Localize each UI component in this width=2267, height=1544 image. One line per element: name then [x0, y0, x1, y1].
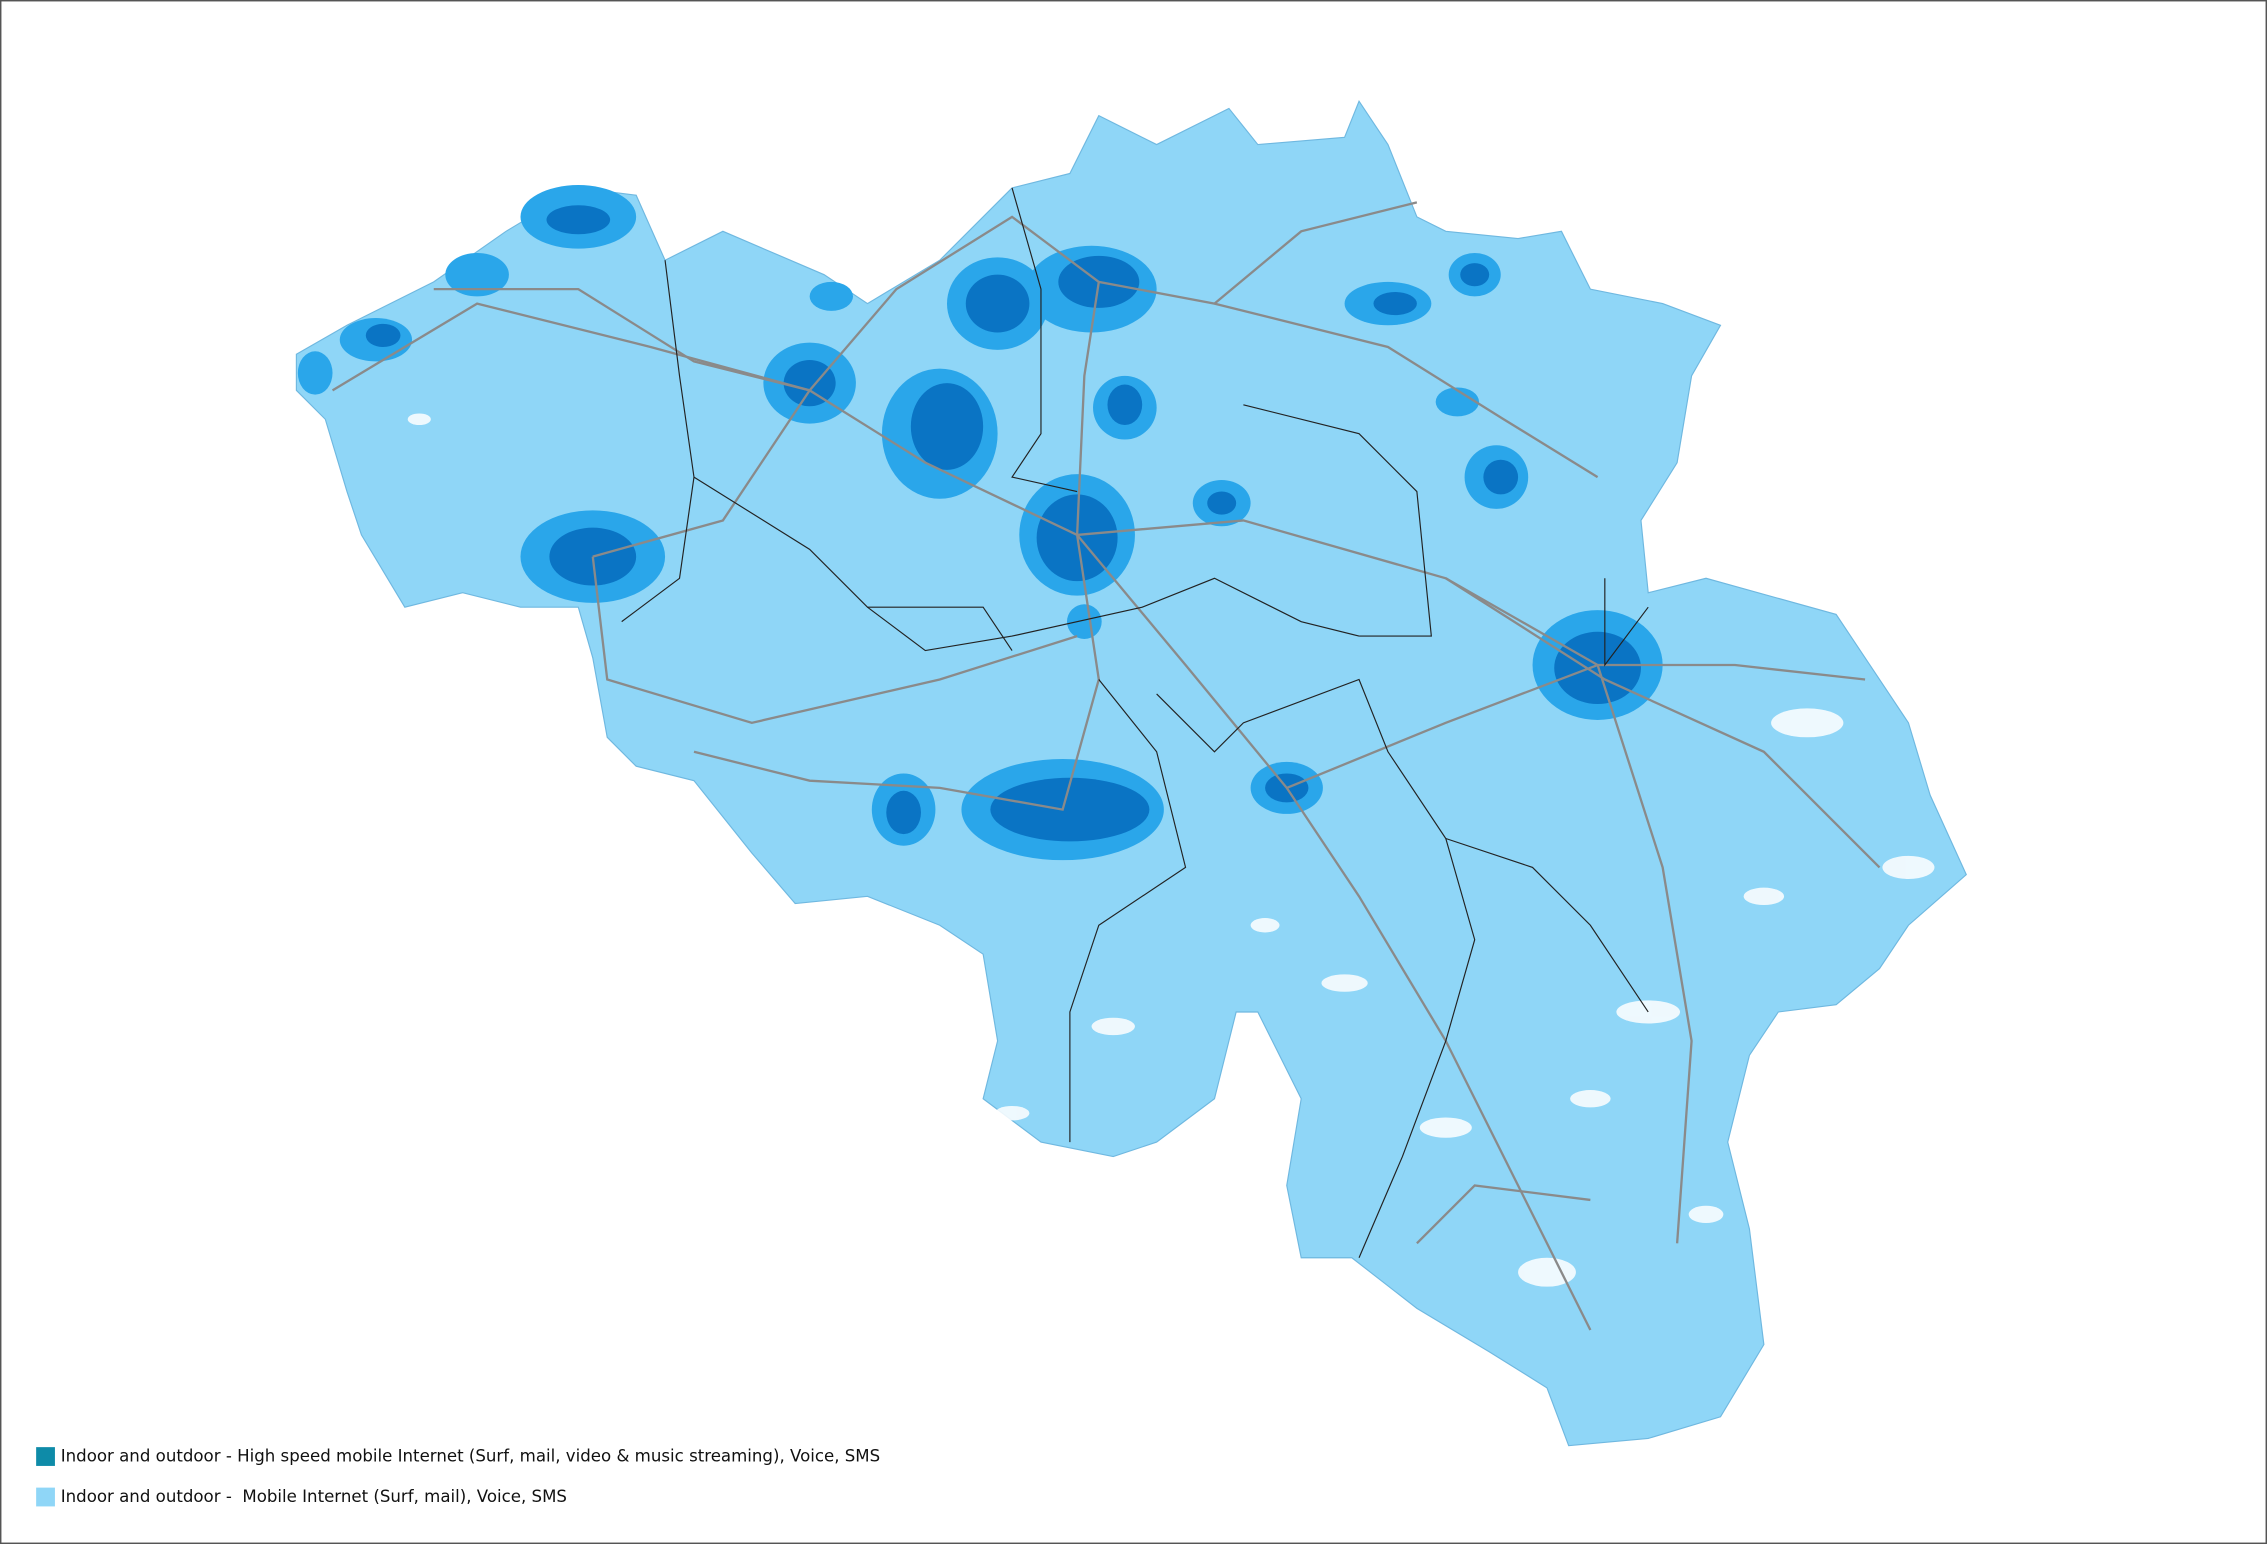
- legend-label: Indoor and outdoor - Mobile Internet (Su…: [61, 1487, 567, 1506]
- legend: Indoor and outdoor - High speed mobile I…: [36, 1447, 880, 1507]
- province-borders: [621, 187, 1649, 1258]
- legend-swatch: [36, 1447, 55, 1466]
- roads: [331, 201, 1881, 1331]
- legend-label: Indoor and outdoor - High speed mobile I…: [61, 1447, 880, 1466]
- coverage-gaps: [407, 413, 1935, 1338]
- legend-swatch: [36, 1487, 55, 1507]
- country: [295, 99, 1967, 1447]
